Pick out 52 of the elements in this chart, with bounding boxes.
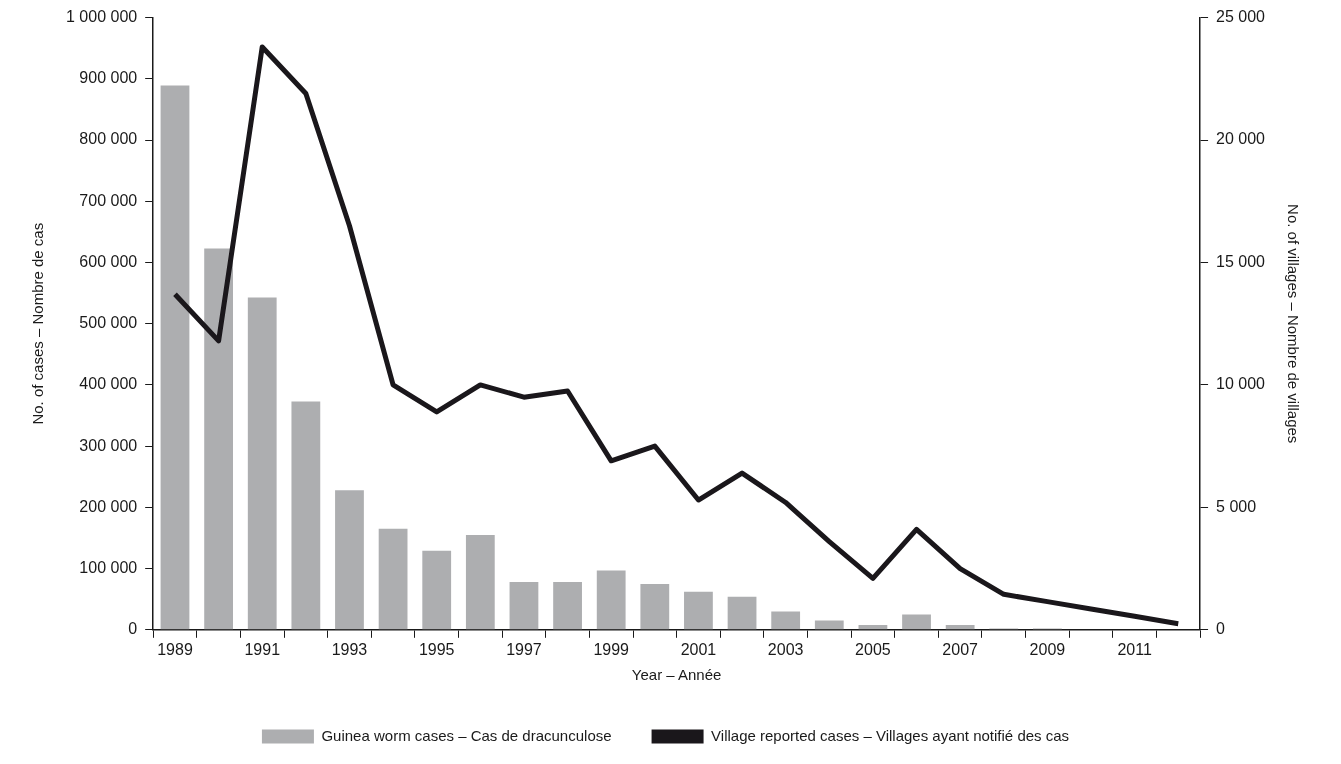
y-tick-label: 100 000 bbox=[79, 558, 138, 576]
y-tick-label: 900 000 bbox=[79, 69, 138, 87]
legend-label: Guinea worm cases – Cas de dracunculose bbox=[321, 726, 612, 744]
y-tick-label: 700 000 bbox=[79, 191, 138, 209]
bar bbox=[247, 297, 277, 630]
bar bbox=[945, 624, 975, 630]
y2-tick-label: 0 bbox=[1216, 620, 1226, 638]
y-tick-label: 400 000 bbox=[79, 375, 138, 393]
y-tick-label: 1 000 000 bbox=[65, 8, 138, 26]
y-tick-label: 500 000 bbox=[79, 314, 138, 332]
bar bbox=[596, 570, 626, 630]
bar bbox=[771, 611, 801, 630]
y-axis-title: No. of cases – Nombre de cas bbox=[29, 222, 47, 425]
bar bbox=[378, 528, 408, 630]
y-tick-label: 0 bbox=[128, 620, 138, 638]
y2-axis-title: No. of villages – Nombre de villages bbox=[1284, 204, 1302, 444]
x-tick-label: 2005 bbox=[855, 640, 891, 658]
y2-tick-label: 5 000 bbox=[1216, 497, 1257, 515]
bar bbox=[640, 583, 670, 630]
bar bbox=[727, 596, 757, 630]
y2-tick-label: 25 000 bbox=[1216, 8, 1266, 26]
x-tick-label: 1995 bbox=[418, 640, 455, 658]
x-axis-title: Year – Année bbox=[631, 666, 722, 684]
x-tick-label: 2007 bbox=[942, 640, 979, 658]
y2-tick-label: 10 000 bbox=[1216, 375, 1266, 393]
y2-tick-label: 15 000 bbox=[1216, 252, 1266, 270]
x-tick-label: 1991 bbox=[244, 640, 281, 658]
x-tick-label: 2001 bbox=[680, 640, 717, 658]
y-tick-label: 800 000 bbox=[79, 130, 138, 148]
y2-tick-label: 20 000 bbox=[1216, 130, 1266, 148]
x-tick-label: 1997 bbox=[506, 640, 542, 658]
bar bbox=[684, 591, 713, 630]
bar bbox=[335, 490, 364, 630]
bar bbox=[160, 85, 190, 630]
x-tick-label: 1989 bbox=[157, 640, 193, 658]
y-tick-label: 200 000 bbox=[79, 497, 138, 515]
bar bbox=[465, 534, 495, 630]
x-tick-label: 2003 bbox=[767, 640, 804, 658]
x-tick-label: 1993 bbox=[331, 640, 368, 658]
y-tick-label: 300 000 bbox=[79, 436, 138, 454]
x-tick-label: 1999 bbox=[593, 640, 630, 658]
bar bbox=[902, 614, 931, 630]
y-tick-label: 600 000 bbox=[79, 252, 138, 270]
bar bbox=[814, 620, 844, 630]
x-tick-label: 2011 bbox=[1117, 640, 1152, 658]
x-tick-label: 2009 bbox=[1029, 640, 1066, 658]
bar bbox=[553, 582, 582, 630]
bar bbox=[291, 401, 321, 630]
bar bbox=[422, 550, 452, 630]
bar bbox=[204, 248, 234, 630]
bar bbox=[509, 582, 539, 630]
legend-label: Village reported cases – Villages ayant notifié des cas bbox=[711, 726, 1070, 744]
